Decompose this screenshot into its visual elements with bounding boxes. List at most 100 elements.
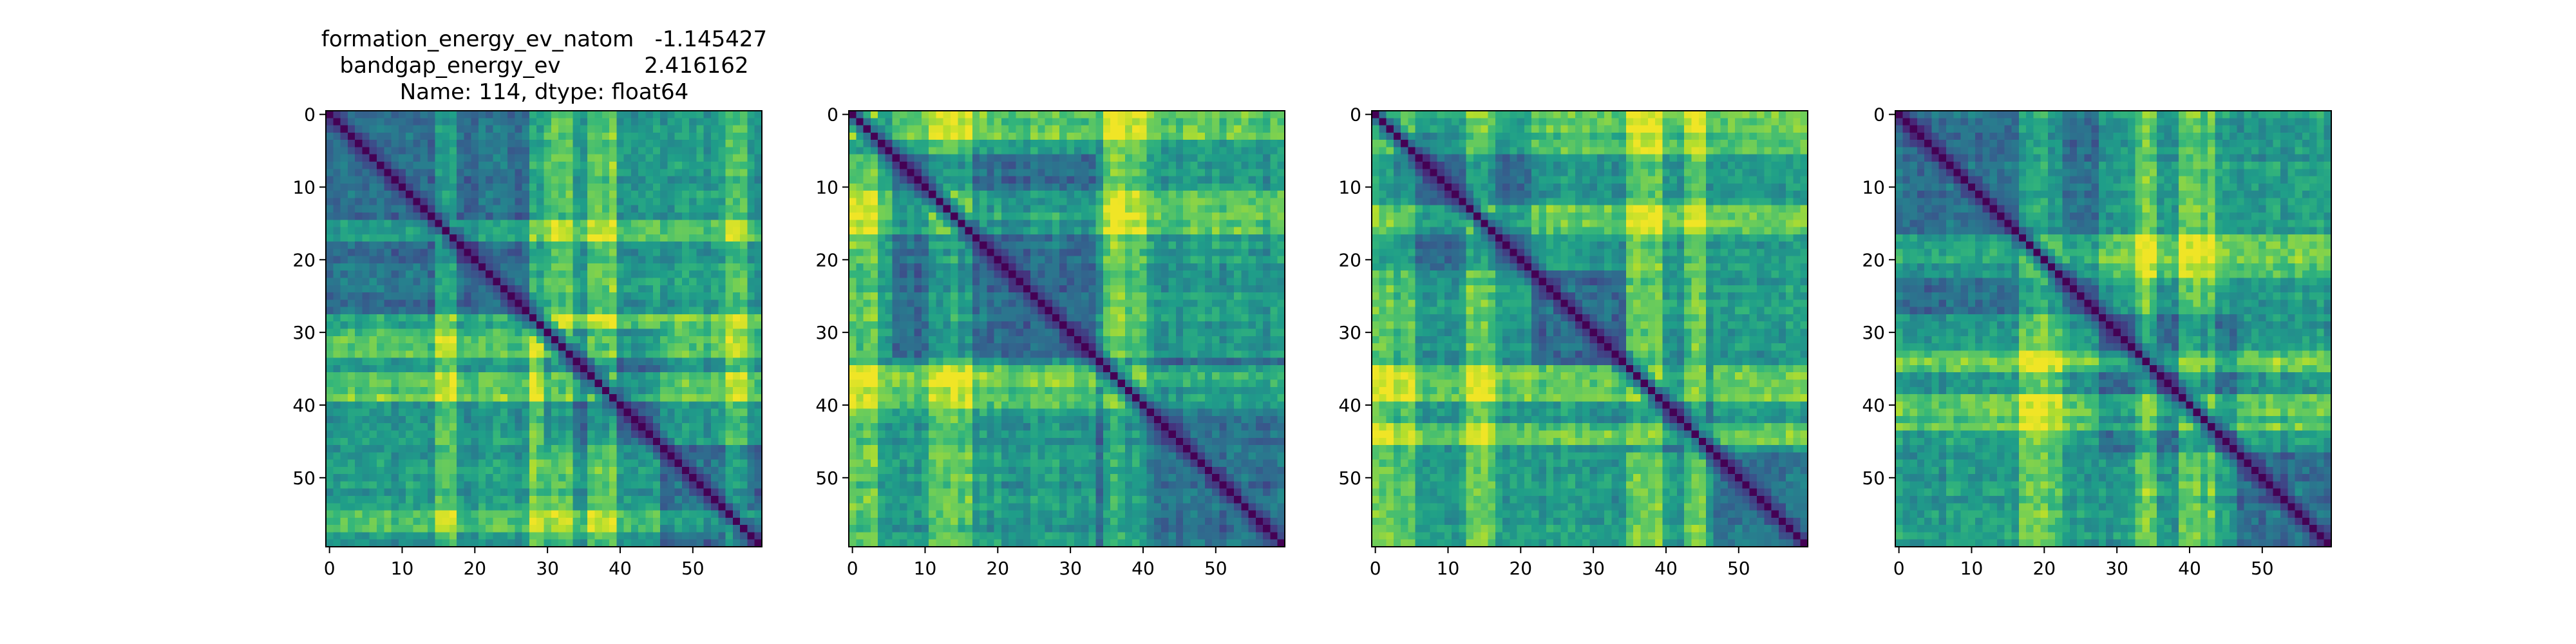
heatmap-cell xyxy=(1023,125,1031,133)
heatmap-cell xyxy=(1016,176,1024,184)
heatmap-cell xyxy=(1175,154,1184,162)
heatmap-cell xyxy=(369,496,377,504)
heatmap-cell xyxy=(413,321,421,330)
heatmap-cell xyxy=(929,132,936,140)
heatmap-cell xyxy=(326,539,334,547)
heatmap-cell xyxy=(667,263,676,271)
heatmap-cell xyxy=(674,125,683,133)
heatmap-cell xyxy=(384,212,392,220)
heatmap-cell xyxy=(355,234,363,242)
heatmap-cell xyxy=(1146,220,1155,228)
heatmap-cell xyxy=(486,234,494,242)
heatmap-cell xyxy=(1234,140,1242,148)
heatmap-cell xyxy=(870,220,878,228)
heatmap-cell xyxy=(667,125,676,133)
heatmap-cell xyxy=(1153,161,1162,169)
heatmap-cell xyxy=(1197,140,1206,148)
heatmap-cell xyxy=(660,263,668,271)
heatmap-cell xyxy=(972,111,980,118)
heatmap-cell xyxy=(355,220,363,228)
heatmap-cell xyxy=(1212,198,1220,206)
heatmap-cell xyxy=(936,125,944,133)
heatmap-cell xyxy=(711,452,719,460)
heatmap-cell xyxy=(449,111,457,118)
heatmap-cell xyxy=(1161,154,1170,162)
heatmap-cell xyxy=(645,336,654,344)
heatmap-cell xyxy=(689,437,697,446)
heatmap-cell xyxy=(870,198,878,206)
heatmap-cell xyxy=(623,437,632,446)
heatmap-cell xyxy=(1270,147,1278,155)
heatmap-cell xyxy=(1045,132,1053,140)
heatmap-cell xyxy=(696,459,705,468)
heatmap-cell xyxy=(609,408,617,417)
heatmap-cell xyxy=(376,379,384,388)
heatmap-cell xyxy=(558,532,566,540)
heatmap-cell xyxy=(689,488,697,497)
heatmap-cell xyxy=(885,220,893,228)
heatmap-cell xyxy=(1139,220,1148,228)
heatmap-cell xyxy=(638,220,647,228)
heatmap-cell xyxy=(1139,183,1148,191)
heatmap-cell xyxy=(376,227,384,235)
heatmap-cell xyxy=(1052,263,1060,271)
heatmap-cell xyxy=(478,328,486,337)
heatmap-cell xyxy=(638,285,647,293)
heatmap-cell xyxy=(1204,140,1213,148)
heatmap-cell xyxy=(435,299,443,308)
heatmap-cell xyxy=(1132,118,1140,126)
heatmap-cell xyxy=(630,285,639,293)
heatmap-cell xyxy=(718,191,726,198)
heatmap-cell xyxy=(616,111,625,118)
heatmap-cell xyxy=(406,132,413,140)
heatmap-cell xyxy=(711,430,719,439)
heatmap-cell xyxy=(616,249,625,257)
heatmap-cell xyxy=(471,263,479,271)
heatmap-cell xyxy=(1088,111,1097,118)
heatmap-cell xyxy=(645,314,654,322)
heatmap-cell xyxy=(529,445,537,453)
heatmap-cell xyxy=(1146,198,1155,206)
heatmap-cell xyxy=(376,220,384,228)
heatmap-cell xyxy=(486,191,494,198)
heatmap-cell xyxy=(965,249,973,257)
heatmap-cell xyxy=(1139,227,1148,235)
heatmap-cell xyxy=(398,386,406,395)
heatmap-cell xyxy=(630,321,639,330)
heatmap-cell xyxy=(449,169,457,177)
heatmap-cell xyxy=(696,321,705,330)
heatmap-cell xyxy=(1270,205,1278,213)
heatmap-cell xyxy=(442,154,450,162)
heatmap-cell xyxy=(384,517,392,526)
heatmap-cell xyxy=(892,147,900,155)
heatmap-cell xyxy=(645,481,654,489)
heatmap-cell xyxy=(544,314,552,322)
heatmap-cell xyxy=(435,445,443,453)
heatmap-cell xyxy=(565,379,574,388)
heatmap-cell xyxy=(347,183,355,191)
heatmap-cell xyxy=(544,118,552,126)
heatmap-cell xyxy=(384,263,392,271)
heatmap-cell xyxy=(449,220,457,228)
heatmap-cell xyxy=(442,147,450,155)
heatmap-cell xyxy=(1052,220,1060,228)
heatmap-cell xyxy=(594,466,603,475)
heatmap-cell xyxy=(587,140,596,148)
heatmap-cell xyxy=(493,343,501,351)
heatmap-cell xyxy=(536,394,545,402)
heatmap-cell xyxy=(1153,147,1162,155)
heatmap-cell xyxy=(914,220,922,228)
heatmap-cell xyxy=(544,445,552,453)
heatmap-cell xyxy=(333,517,341,526)
heatmap-cell xyxy=(609,176,617,184)
heatmap-cell xyxy=(681,423,690,431)
heatmap-cell xyxy=(725,292,734,300)
heatmap-cell xyxy=(558,459,566,468)
heatmap-cell xyxy=(645,539,654,547)
heatmap-cell xyxy=(609,299,617,308)
heatmap-cell xyxy=(1183,234,1191,242)
heatmap-cell xyxy=(478,125,486,133)
heatmap-cell xyxy=(1117,154,1126,162)
heatmap-cell xyxy=(674,191,683,198)
heatmap-cell xyxy=(1255,205,1264,213)
